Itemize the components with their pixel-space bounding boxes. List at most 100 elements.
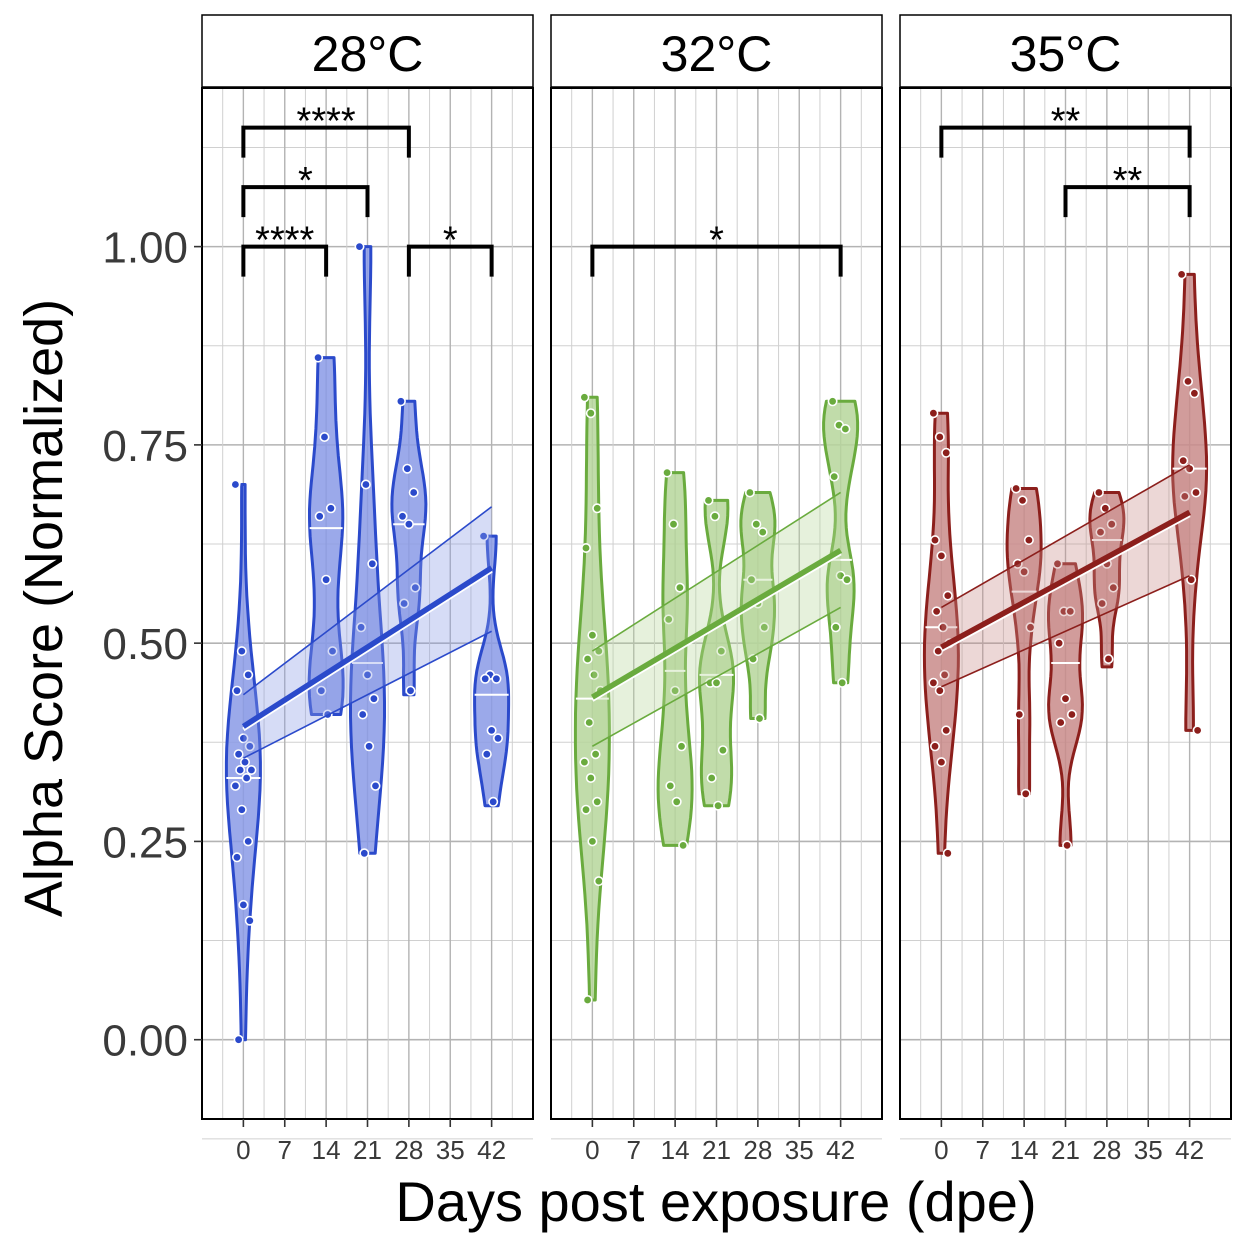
- y-tick-label: 1.00: [102, 224, 188, 273]
- data-point: [319, 431, 330, 442]
- data-point: [1060, 693, 1071, 704]
- data-point: [588, 669, 599, 680]
- data-point: [746, 574, 757, 585]
- x-axis-label: Days post exposure (dpe): [395, 1170, 1036, 1233]
- data-point: [665, 780, 676, 791]
- y-axis: 0.00 0.25 0.50 0.75 1.00: [102, 224, 202, 1066]
- data-point: [232, 852, 243, 863]
- data-point: [934, 685, 945, 696]
- data-point: [582, 994, 593, 1005]
- significance-bracket: ****: [241, 101, 411, 158]
- data-point: [936, 757, 947, 768]
- data-point: [486, 725, 497, 736]
- facet-strip-label: 35°C: [1010, 26, 1122, 82]
- data-point: [402, 463, 413, 474]
- data-point: [703, 495, 714, 506]
- data-point: [359, 848, 370, 859]
- data-point: [395, 396, 406, 407]
- facet-panel-2: 35°C ** ** 0 7 14 21 28 35 42: [899, 14, 1232, 1165]
- x-tick-label: 28: [1092, 1135, 1121, 1165]
- data-point: [241, 772, 252, 783]
- x-tick-label: 0: [585, 1135, 599, 1165]
- x-tick-label: 35: [785, 1135, 814, 1165]
- data-point: [580, 804, 591, 815]
- data-point: [1066, 709, 1077, 720]
- data-point: [1178, 455, 1189, 466]
- data-point: [1189, 388, 1200, 399]
- data-point: [362, 669, 373, 680]
- bracket-line: [406, 244, 494, 277]
- data-point: [236, 646, 247, 657]
- bracket-label: ****: [297, 101, 356, 143]
- data-point: [1095, 527, 1106, 538]
- regression: [590, 491, 843, 747]
- data-point: [676, 741, 687, 752]
- data-point: [587, 836, 598, 847]
- data-point: [942, 590, 953, 601]
- regression: [241, 506, 494, 759]
- data-point: [592, 796, 603, 807]
- data-point: [408, 487, 419, 498]
- confidence-upper: [242, 506, 493, 696]
- data-point: [1183, 376, 1194, 387]
- data-point: [399, 598, 410, 609]
- data-point: [327, 646, 338, 657]
- bracket-label: *: [298, 160, 313, 202]
- data-point: [829, 471, 840, 482]
- data-point: [370, 780, 381, 791]
- y-tick-label: 0.50: [102, 620, 188, 669]
- x-tick-label: 0: [236, 1135, 250, 1165]
- data-point: [354, 241, 365, 252]
- data-point: [233, 749, 244, 760]
- data-point: [1176, 269, 1187, 280]
- data-point: [936, 550, 947, 561]
- facet-panel-0: 28°C********* *0 7 14 21 28 35 42: [201, 14, 534, 1165]
- data-point: [1108, 582, 1119, 593]
- data-point: [233, 1034, 244, 1045]
- data-point: [716, 646, 727, 657]
- y-tick-label: 0.00: [102, 1017, 188, 1066]
- x-tick-label: 7: [627, 1135, 641, 1165]
- data-point: [593, 876, 604, 887]
- data-point: [757, 527, 768, 538]
- data-point: [243, 836, 254, 847]
- significance-bracket: *: [406, 220, 494, 277]
- data-point: [754, 713, 765, 724]
- data-point: [1054, 638, 1065, 649]
- data-point: [492, 733, 503, 744]
- data-point: [937, 622, 948, 633]
- data-point: [316, 685, 327, 696]
- bracket-label: *: [443, 220, 458, 262]
- data-point: [1020, 788, 1031, 799]
- bracket-label: **: [1113, 160, 1143, 202]
- data-point: [584, 717, 595, 728]
- data-point: [244, 915, 255, 926]
- x-tick-label: 14: [1010, 1135, 1039, 1165]
- data-point: [929, 535, 940, 546]
- data-point: [579, 392, 590, 403]
- facet-strip: [550, 14, 883, 88]
- data-point: [709, 511, 720, 522]
- data-point: [325, 503, 336, 514]
- significance-bracket: *: [590, 220, 843, 277]
- bracket-line: [590, 244, 843, 277]
- data-point: [713, 800, 724, 811]
- data-point: [1052, 558, 1063, 569]
- x-tick-label: 28: [394, 1135, 423, 1165]
- data-point: [240, 757, 251, 768]
- violin-42dpe: [1171, 269, 1209, 736]
- data-point: [1191, 487, 1202, 498]
- data-point: [1065, 606, 1076, 617]
- data-point: [368, 693, 379, 704]
- data-point: [670, 685, 681, 696]
- violin-21dpe: [698, 495, 735, 811]
- bracket-label: **: [1051, 101, 1081, 143]
- data-point: [671, 796, 682, 807]
- data-point: [587, 630, 598, 641]
- significance-bracket: **: [939, 101, 1192, 158]
- facet-strip-label: 28°C: [312, 26, 424, 82]
- data-point: [939, 669, 950, 680]
- data-point: [1017, 495, 1028, 506]
